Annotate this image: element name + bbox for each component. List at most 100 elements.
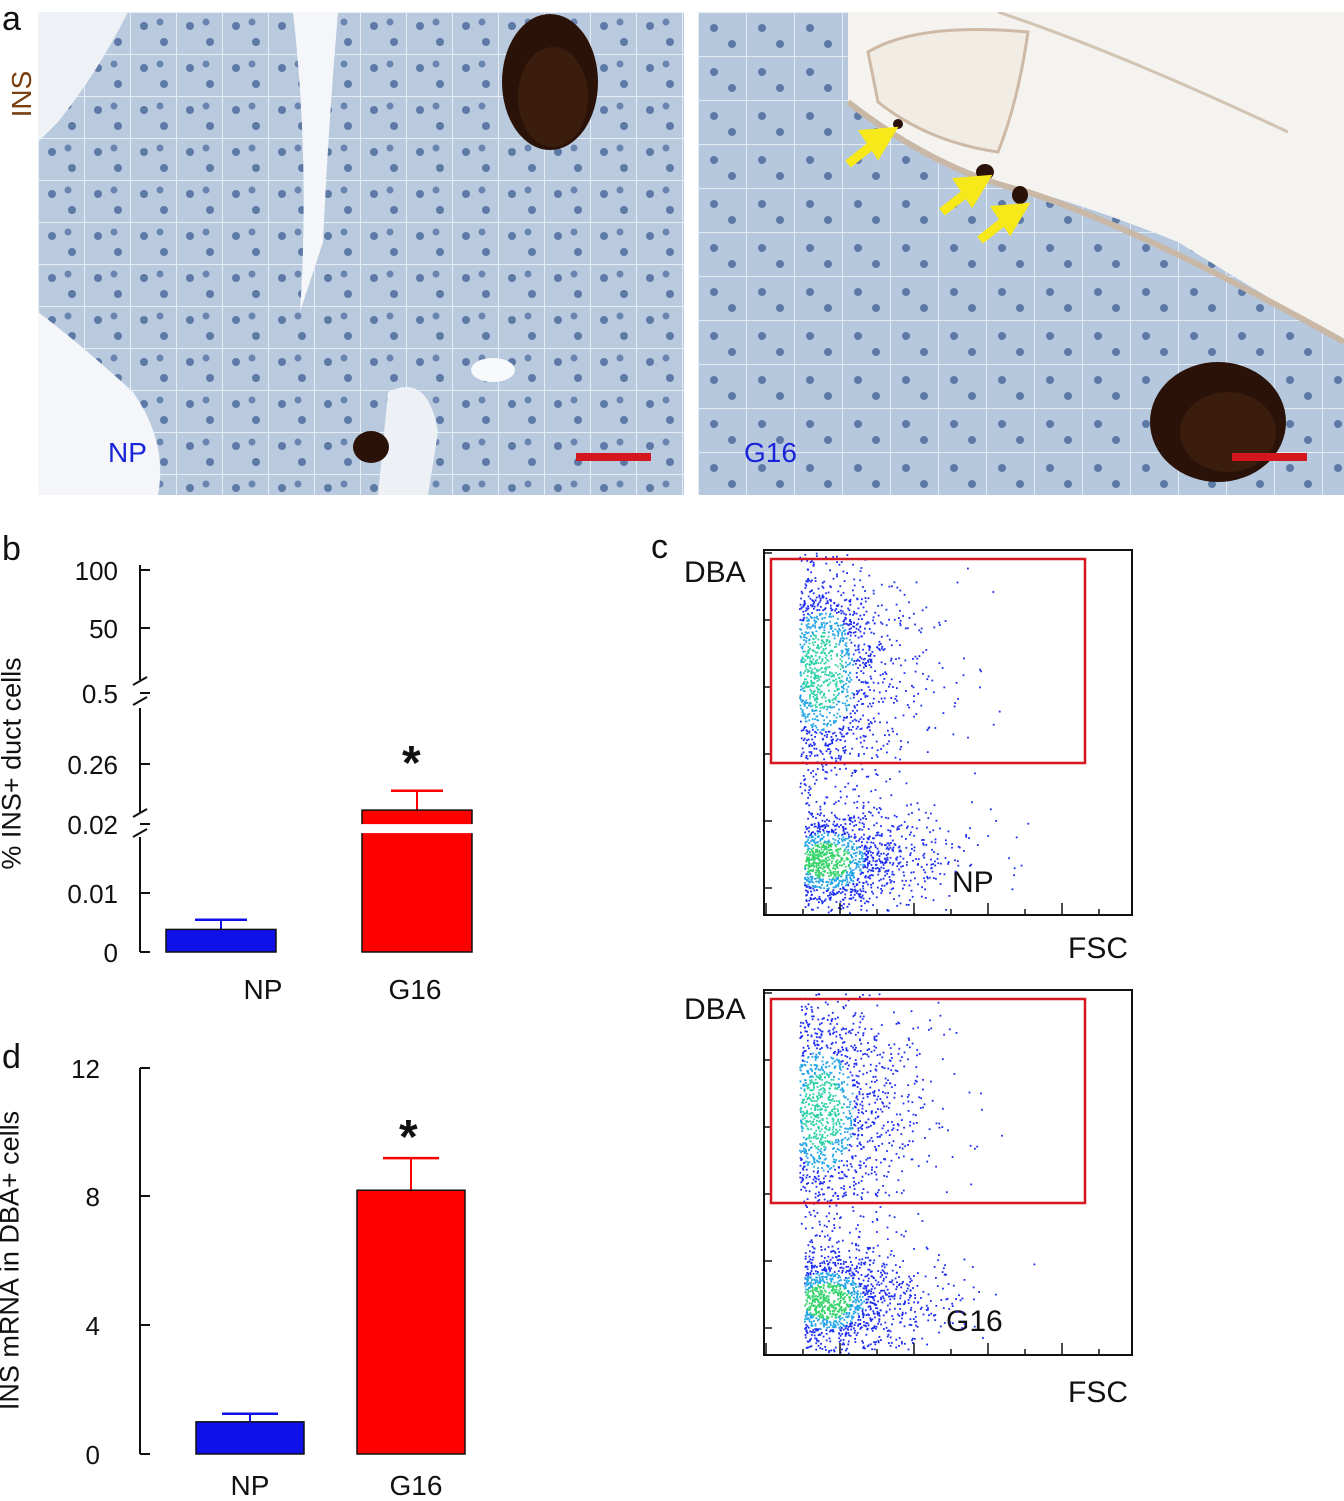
event-dba-low [812, 1329, 814, 1331]
event-dba-low [844, 897, 846, 899]
event-dba-high [819, 1183, 821, 1185]
event-dba-low [864, 853, 866, 855]
event-dba-high [833, 694, 835, 696]
event-dba-low [851, 848, 853, 850]
event-dba-high [913, 1114, 915, 1116]
event-dba-low [822, 874, 824, 876]
event-dba-high [813, 748, 815, 750]
event-dba-low [852, 1274, 854, 1276]
event-dba-high [853, 733, 855, 735]
event-dba-high [812, 1104, 814, 1106]
event-dba-low [843, 860, 845, 862]
event-dba-low [855, 855, 857, 857]
event-dba-low [810, 1258, 812, 1260]
event-dba-low [850, 868, 852, 870]
event-dba-low [949, 1322, 951, 1324]
event-dba-high [821, 1142, 823, 1144]
event-dba-high [811, 1123, 813, 1125]
event-dba-high [876, 1065, 878, 1067]
event-dba-low [877, 1301, 879, 1303]
event-dba-low [887, 1257, 889, 1259]
event-dba-low [812, 1257, 814, 1259]
event-dba-low [832, 891, 834, 893]
event-dba-low [842, 872, 844, 874]
event-dba-high [804, 714, 806, 716]
event-dba-high [860, 1127, 862, 1129]
event-dba-high [839, 768, 841, 770]
event-dba-low [842, 826, 844, 828]
event-dba-high [828, 642, 830, 644]
event-dba-high [800, 1165, 802, 1167]
event-dba-low [813, 840, 815, 842]
event-dba-low [891, 1323, 893, 1325]
event-dba-high [808, 1026, 810, 1028]
event-dba-low [923, 877, 925, 879]
event-dba-low [805, 1337, 807, 1339]
event-dba-low [887, 1238, 889, 1240]
event-dba-high [891, 1086, 893, 1088]
event-dba-high [832, 1118, 834, 1120]
event-dba-high [824, 706, 826, 708]
event-dba-high [967, 737, 969, 739]
event-dba-high [970, 1184, 972, 1186]
event-dba-low [825, 846, 827, 848]
event-dba-high [890, 794, 892, 796]
event-dba-low [854, 820, 856, 822]
event-dba-low [841, 1349, 843, 1351]
event-dba-low [964, 1279, 966, 1281]
event-dba-low [847, 832, 849, 834]
event-dba-high [933, 627, 935, 629]
event-dba-high [822, 1040, 824, 1042]
event-dba-low [911, 812, 913, 814]
event-dba-high [816, 1134, 818, 1136]
event-dba-high [839, 1034, 841, 1036]
event-dba-high [942, 1058, 944, 1060]
event-dba-high [810, 635, 812, 637]
event-dba-low [847, 844, 849, 846]
event-dba-low [915, 1316, 917, 1318]
event-dba-low [878, 1281, 880, 1283]
event-dba-low [933, 877, 935, 879]
event-dba-high [938, 622, 940, 624]
event-dba-low [807, 837, 809, 839]
event-dba-low [878, 1313, 880, 1315]
event-dba-high [845, 671, 847, 673]
event-dba-low [957, 865, 959, 867]
event-dba-low [841, 838, 843, 840]
event-dba-high [844, 740, 846, 742]
event-dba-low [867, 865, 869, 867]
event-dba-low [884, 1266, 886, 1268]
event-dba-low [932, 829, 934, 831]
event-dba-high [831, 739, 833, 741]
event-dba-low [818, 1319, 820, 1321]
event-dba-low [836, 901, 838, 903]
event-dba-low [818, 901, 820, 903]
event-dba-low [872, 874, 874, 876]
event-dba-low [819, 814, 821, 816]
event-dba-high [829, 1102, 831, 1104]
event-dba-high [809, 1176, 811, 1178]
event-dba-high [867, 727, 869, 729]
event-dba-high [853, 622, 855, 624]
event-dba-high [803, 606, 805, 608]
event-dba-high [816, 779, 818, 781]
event-dba-low [814, 865, 816, 867]
event-dba-low [812, 851, 814, 853]
event-dba-low [808, 1291, 810, 1293]
event-dba-low [821, 1303, 823, 1305]
event-dba-high [804, 1106, 806, 1108]
event-dba-high [838, 709, 840, 711]
event-dba-high [818, 1161, 820, 1163]
event-dba-low [868, 1296, 870, 1298]
event-dba-low [895, 1347, 897, 1349]
event-dba-high [899, 771, 901, 773]
event-dba-low [935, 839, 937, 841]
event-dba-high [867, 1042, 869, 1044]
event-dba-low [852, 821, 854, 823]
event-dba-low [862, 882, 864, 884]
event-dba-high [856, 728, 858, 730]
event-dba-low [848, 865, 850, 867]
event-dba-high [807, 769, 809, 771]
event-dba-low [807, 877, 809, 879]
event-dba-low [879, 870, 881, 872]
